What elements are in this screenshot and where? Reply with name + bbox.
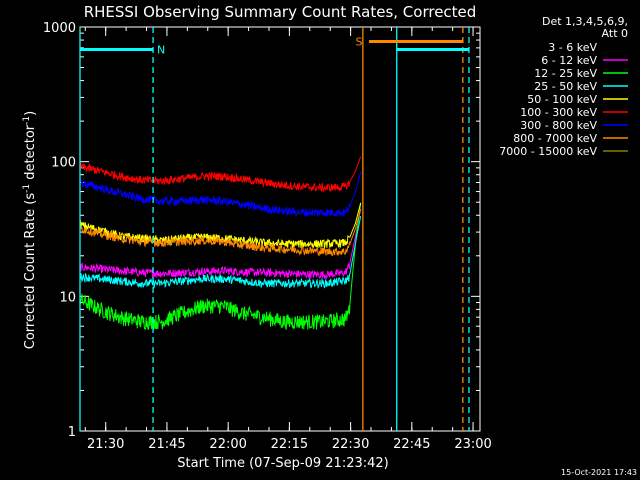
interval-label-1: S bbox=[355, 36, 362, 49]
y-tick-label: 10 bbox=[59, 290, 76, 305]
legend-label-3: 25 - 50 keV bbox=[534, 80, 597, 93]
y-tick-label: 1000 bbox=[43, 21, 76, 36]
chart-title: RHESSI Observing Summary Count Rates, Co… bbox=[84, 3, 477, 21]
series-line-3 bbox=[79, 216, 362, 289]
series-line-4 bbox=[79, 202, 362, 249]
legend-label-7: 800 - 7000 keV bbox=[513, 132, 597, 145]
x-tick-label: 21:45 bbox=[148, 437, 185, 452]
generation-timestamp: 15-Oct-2021 17:43 bbox=[561, 468, 637, 477]
legend-label-6: 300 - 800 keV bbox=[520, 119, 597, 132]
x-axis-label: Start Time (07-Sep-09 21:23:42) bbox=[177, 456, 388, 471]
series-line-0 bbox=[79, 209, 362, 305]
legend-label-2: 12 - 25 keV bbox=[534, 67, 597, 80]
series-line-2 bbox=[79, 203, 362, 331]
x-tick-label: 23:00 bbox=[454, 437, 491, 452]
x-tick-label: 22:00 bbox=[209, 437, 246, 452]
legend-header-line-2: Att 0 bbox=[602, 27, 628, 40]
series-line-6 bbox=[79, 171, 362, 217]
legend-label-5: 100 - 300 keV bbox=[520, 106, 597, 119]
y-axis-label: Corrected Count Rate (s-1 detector-1) bbox=[22, 111, 38, 349]
series-line-5 bbox=[79, 156, 362, 193]
legend-label-8: 7000 - 15000 keV bbox=[499, 145, 597, 158]
x-tick-label: 22:45 bbox=[393, 437, 430, 452]
y-tick-label: 1 bbox=[68, 425, 76, 440]
legend-label-4: 50 - 100 keV bbox=[527, 93, 597, 106]
legend-label-1: 6 - 12 keV bbox=[541, 54, 597, 67]
y-tick-label: 100 bbox=[51, 156, 76, 171]
series-line-7 bbox=[79, 208, 362, 257]
legend-label-0: 3 - 6 keV bbox=[548, 41, 597, 54]
x-tick-label: 22:30 bbox=[332, 437, 369, 452]
interval-label-0: N bbox=[157, 44, 165, 57]
legend-header-line-1: Det 1,3,4,5,6,9, bbox=[542, 15, 628, 28]
x-tick-label: 21:30 bbox=[87, 437, 124, 452]
series-line-1 bbox=[79, 209, 362, 280]
x-tick-label: 22:15 bbox=[271, 437, 308, 452]
